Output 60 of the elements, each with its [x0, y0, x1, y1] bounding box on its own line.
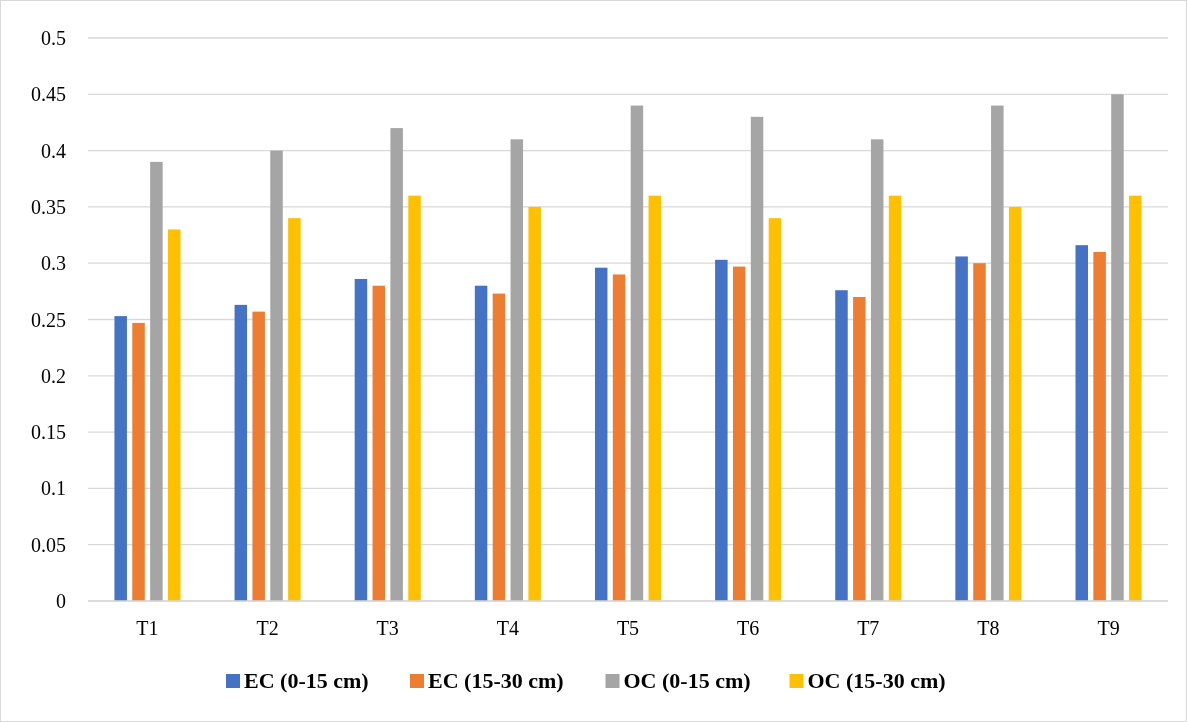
bar — [853, 296, 866, 601]
x-tick-label: T6 — [737, 617, 760, 639]
x-tick-label: T8 — [977, 617, 1000, 639]
y-tick-label: 0.15 — [31, 421, 66, 444]
bar — [888, 195, 902, 601]
y-tick-label: 0.3 — [41, 252, 66, 275]
bar — [991, 105, 1004, 601]
bar — [528, 206, 541, 601]
bar — [354, 278, 368, 601]
bar — [1075, 245, 1088, 601]
bar — [474, 285, 488, 601]
bar — [114, 316, 127, 601]
bar — [408, 195, 421, 601]
x-tick-label: T7 — [857, 617, 880, 639]
bar — [973, 263, 986, 601]
y-tick-label: 0.4 — [41, 139, 66, 162]
bar — [750, 116, 764, 601]
x-tick-label: T3 — [376, 617, 399, 639]
legend-label: EC (15-30 cm) — [428, 668, 564, 693]
bar — [630, 105, 644, 601]
x-tick-label: T1 — [136, 617, 159, 639]
bar — [648, 195, 662, 601]
bar — [594, 267, 608, 601]
bar — [492, 293, 506, 601]
bar — [252, 311, 265, 601]
x-tick-label: T9 — [1097, 617, 1120, 639]
bar — [612, 274, 626, 601]
bar — [270, 150, 283, 601]
bar — [715, 259, 728, 601]
legend-label: OC (15-30 cm) — [807, 668, 946, 693]
bar — [768, 218, 782, 601]
x-tick-label: T5 — [616, 617, 640, 639]
y-tick-label: 0.35 — [31, 195, 66, 218]
bar — [234, 304, 248, 601]
bar — [1093, 251, 1106, 601]
bar — [955, 256, 968, 601]
y-tick-label: 0.25 — [31, 308, 66, 331]
bar — [1111, 94, 1124, 601]
y-tick-label: 0 — [56, 590, 66, 612]
bar — [390, 128, 403, 601]
y-tick-label: 0.5 — [41, 27, 66, 49]
x-tick-label: T2 — [256, 617, 279, 639]
legend-label: OC (0-15 cm) — [623, 668, 751, 693]
bar — [372, 285, 386, 601]
bar — [510, 139, 524, 601]
bar — [168, 229, 181, 601]
bar — [732, 266, 746, 601]
bar — [1008, 206, 1022, 601]
y-tick-label: 0.45 — [31, 83, 66, 106]
y-tick-label: 0.2 — [41, 364, 66, 387]
bar — [1129, 195, 1142, 601]
bar — [835, 290, 848, 601]
x-tick-label: T4 — [496, 617, 519, 639]
bar — [150, 161, 163, 601]
bar — [288, 218, 301, 601]
y-tick-label: 0.1 — [41, 477, 66, 500]
bar — [870, 139, 884, 601]
bar — [132, 322, 145, 601]
y-tick-label: 0.05 — [31, 533, 66, 556]
legend-label: EC (0-15 cm) — [244, 668, 369, 693]
